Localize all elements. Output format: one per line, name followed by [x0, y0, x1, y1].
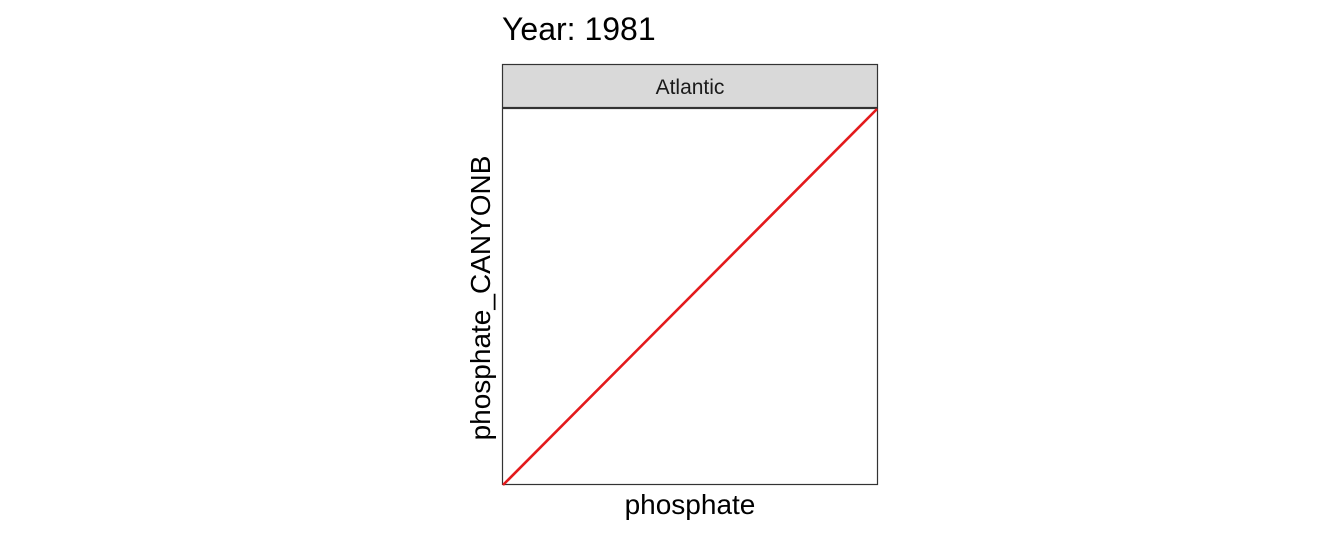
- x-axis-label: phosphate: [625, 489, 756, 520]
- series-layer: [502, 108, 878, 486]
- series-line-0: [502, 108, 878, 486]
- y-axis-label: phosphate_CANYONB: [465, 156, 496, 441]
- facet-strip: [501, 63, 879, 109]
- facet-strip-label: Atlantic: [656, 76, 725, 99]
- chart-title: Year: 1981: [502, 11, 656, 47]
